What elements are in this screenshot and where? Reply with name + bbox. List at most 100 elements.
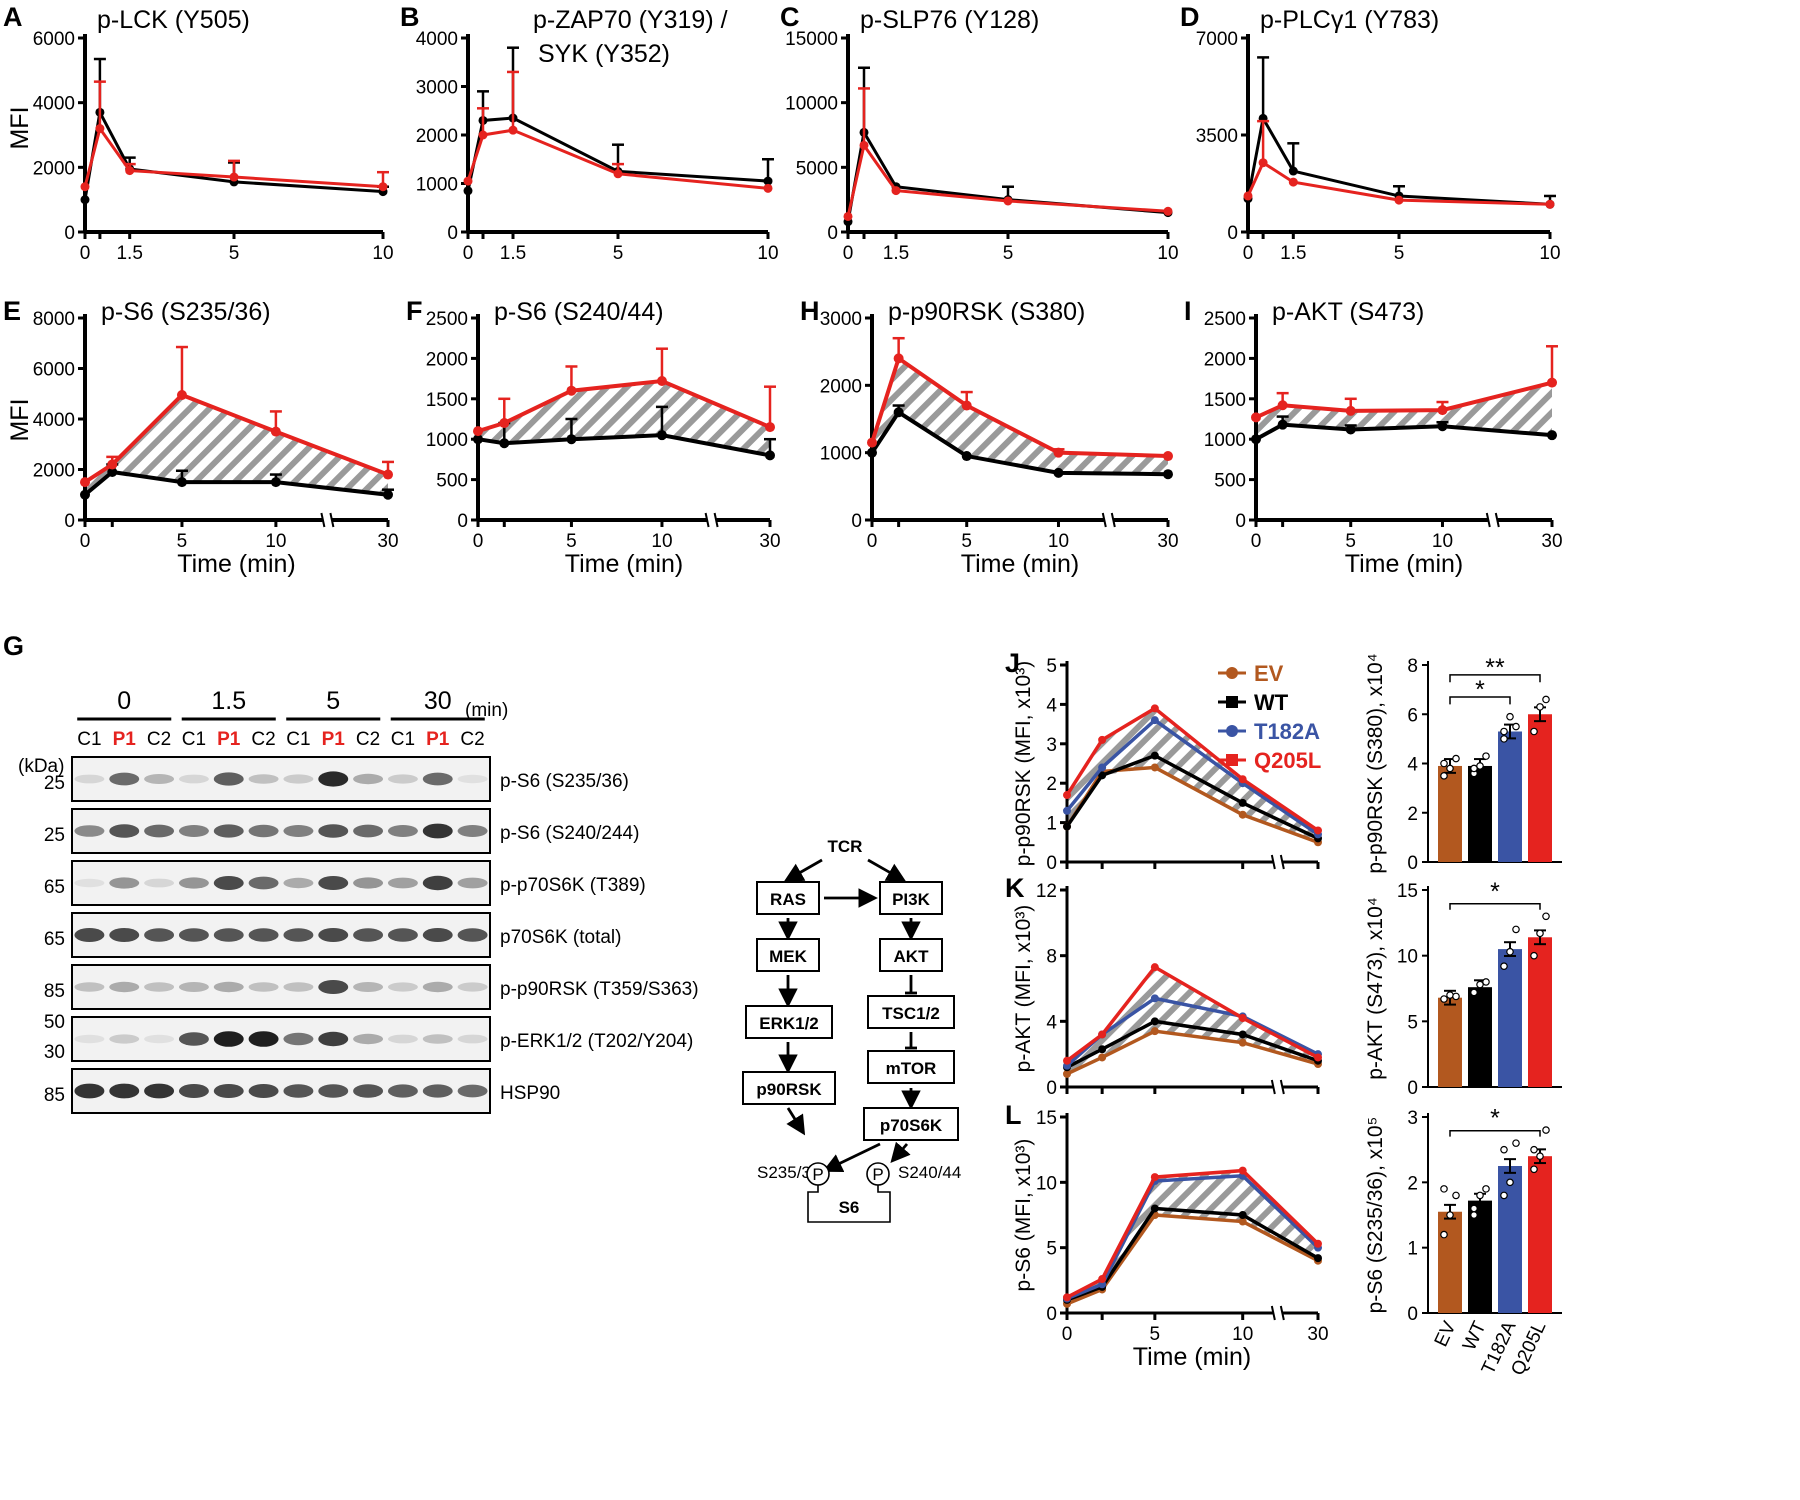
data-point bbox=[508, 125, 518, 135]
data-point bbox=[80, 477, 90, 488]
y-tick-label: 10 bbox=[1397, 947, 1418, 968]
node-label: p70S6K bbox=[880, 1116, 943, 1135]
x-tick-label: 0 bbox=[1251, 531, 1262, 552]
data-point bbox=[1150, 1173, 1159, 1182]
blot-band bbox=[248, 982, 279, 992]
blot-strip bbox=[71, 808, 491, 854]
panel-title: p-ZAP70 (Y319) / bbox=[533, 6, 728, 34]
blot-band bbox=[144, 928, 175, 942]
blot-band bbox=[178, 774, 209, 784]
x-tick-label: 1.5 bbox=[1280, 243, 1306, 264]
blot-band bbox=[109, 877, 140, 889]
lane-label: C2 bbox=[251, 729, 275, 750]
blot-band bbox=[178, 1084, 209, 1098]
blot-band bbox=[387, 774, 418, 784]
blot-band bbox=[387, 928, 418, 942]
data-point bbox=[176, 477, 187, 488]
significance-marker: * bbox=[1475, 676, 1485, 704]
y-tick-label: 4 bbox=[1046, 1012, 1057, 1033]
lane-label: C1 bbox=[286, 729, 310, 750]
y-tick-label: 2 bbox=[1407, 804, 1418, 825]
y-tick-label: 0 bbox=[1407, 853, 1418, 874]
blot-band bbox=[248, 876, 279, 890]
bar-y-axis-label: p-S6 (S235/36), x10⁵ bbox=[1364, 1117, 1387, 1314]
phospho-label: P bbox=[812, 1165, 823, 1184]
replicate-point bbox=[1530, 1145, 1538, 1154]
y-tick-label: 1500 bbox=[426, 390, 468, 411]
y-tick-label: 1 bbox=[1407, 1239, 1418, 1260]
blot-band bbox=[318, 876, 349, 890]
replicate-point bbox=[1440, 1185, 1448, 1193]
bar-wt bbox=[1468, 987, 1492, 1087]
axis-break-mark bbox=[1270, 1079, 1276, 1095]
kda-marker: 85 bbox=[44, 981, 65, 1002]
significance-marker: * bbox=[1490, 1105, 1500, 1133]
data-point bbox=[1394, 195, 1404, 205]
node-tsc: TSC1/2 bbox=[867, 995, 955, 1029]
y-tick-label: 2 bbox=[1046, 774, 1057, 795]
y-tick-label: 2000 bbox=[820, 376, 862, 397]
x-tick-label: 10 bbox=[757, 243, 778, 264]
data-point bbox=[1345, 424, 1356, 435]
data-point bbox=[867, 447, 877, 458]
data-point bbox=[1053, 467, 1064, 478]
replicate-point bbox=[1446, 1211, 1454, 1219]
node-box bbox=[863, 1107, 959, 1141]
data-point bbox=[1150, 1017, 1159, 1026]
data-point bbox=[1150, 751, 1159, 760]
blot-band bbox=[248, 1031, 279, 1047]
data-point bbox=[859, 140, 869, 150]
blot-band bbox=[213, 824, 244, 838]
y-tick-label: 0 bbox=[64, 511, 75, 532]
blot-band bbox=[178, 982, 209, 992]
x-axis-label: Time (min) bbox=[565, 550, 684, 578]
series-patient bbox=[473, 347, 776, 437]
blot-band bbox=[109, 772, 140, 786]
blot-band bbox=[74, 982, 105, 992]
blot-band bbox=[144, 774, 175, 784]
data-point bbox=[1063, 806, 1071, 815]
kda-marker: 30 bbox=[44, 1042, 65, 1063]
chart-l: 0 5 10 15 0 5 10 30 bbox=[1036, 1108, 1329, 1345]
blot-band bbox=[178, 825, 209, 837]
x-tick-label: 1.5 bbox=[500, 243, 526, 264]
blot-band bbox=[387, 1034, 418, 1044]
data-point bbox=[1098, 1275, 1107, 1284]
series-control bbox=[1243, 56, 1556, 209]
series-patient bbox=[80, 345, 394, 488]
data-point bbox=[1150, 1027, 1159, 1036]
panel-letter: H bbox=[800, 296, 820, 326]
lane-label: P1 bbox=[426, 729, 450, 750]
blot-band bbox=[144, 1034, 175, 1044]
replicate-point bbox=[1446, 764, 1454, 773]
y-tick-label: 2500 bbox=[1204, 309, 1246, 330]
legend: EV WT T182A Q205L bbox=[1218, 661, 1321, 773]
series-Q205L bbox=[1063, 704, 1322, 835]
axis-break-mark bbox=[1279, 1305, 1285, 1321]
panel-letter: D bbox=[1180, 2, 1200, 32]
data-point bbox=[1098, 771, 1107, 780]
x-tick-label: 0 bbox=[867, 531, 878, 552]
chart-a: 0 2000 4000 6000 0 1.5 5 10 bbox=[33, 29, 394, 264]
blot-band bbox=[144, 824, 175, 838]
panel-title-line2: SYK (Y352) bbox=[538, 40, 670, 68]
y-tick-label: 1000 bbox=[820, 444, 862, 465]
blot-band bbox=[283, 877, 314, 889]
panel-letter: C bbox=[780, 2, 800, 32]
blot-band bbox=[318, 928, 349, 942]
axis-break-mark bbox=[1279, 1079, 1285, 1095]
y-tick-label: 4000 bbox=[33, 410, 75, 431]
data-point bbox=[478, 130, 488, 140]
data-point bbox=[1003, 196, 1013, 206]
axis-break-gap bbox=[706, 515, 717, 525]
data-point bbox=[656, 376, 667, 387]
blot-band bbox=[74, 1034, 105, 1044]
x-tick-label: 5 bbox=[1003, 243, 1014, 264]
series-control bbox=[867, 404, 1173, 480]
chart-d: 0 3500 7000 0 1.5 5 10 bbox=[1196, 29, 1561, 264]
blot-band bbox=[109, 981, 140, 993]
node-box bbox=[867, 1050, 955, 1084]
x-tick-label: 0 bbox=[843, 243, 854, 264]
blot-row-label: p-p70S6K (T389) bbox=[500, 875, 646, 896]
x-tick-label: 5 bbox=[1345, 531, 1356, 552]
